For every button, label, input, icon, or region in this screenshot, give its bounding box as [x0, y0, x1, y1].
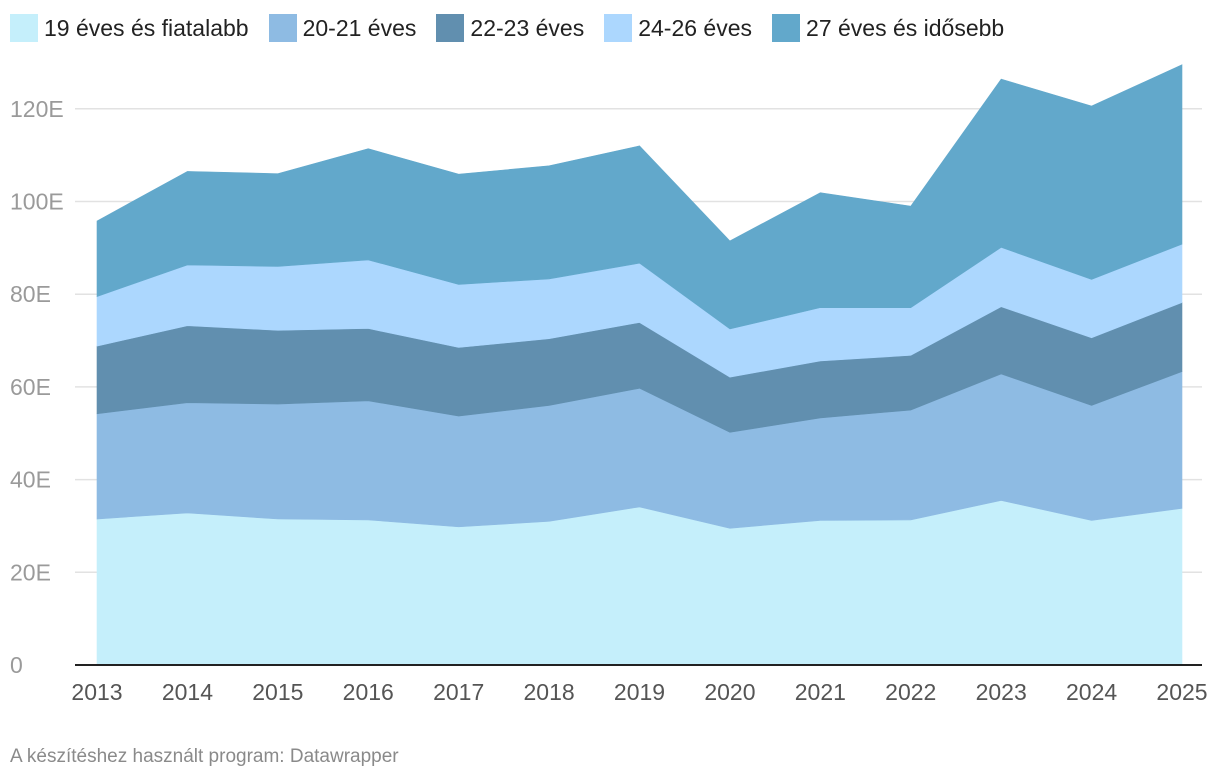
legend-label: 27 éves és idősebb: [806, 14, 1005, 41]
x-tick-label: 2016: [343, 679, 394, 705]
legend-swatch: [436, 14, 465, 42]
x-tick-label: 2017: [433, 679, 484, 705]
x-tick-label: 2019: [614, 679, 665, 705]
legend-item: 22-23 éves: [436, 14, 584, 42]
y-tick-label: 100E: [10, 189, 64, 215]
legend-swatch: [268, 14, 297, 42]
x-tick-label: 2022: [885, 679, 936, 705]
x-tick-label: 2020: [704, 679, 755, 705]
area-series: [96, 500, 1183, 666]
x-tick-label: 2014: [162, 679, 213, 705]
x-tick-label: 2015: [252, 679, 303, 705]
y-tick-label: 0: [10, 652, 23, 678]
legend-label: 22-23 éves: [470, 14, 585, 41]
legend-swatch: [604, 14, 633, 42]
chart-legend: 19 éves és fiatalabb 20-21 éves 22-23 éves…: [10, 12, 1024, 44]
legend-swatch: [772, 14, 801, 42]
legend-label: 20-21 éves: [302, 14, 417, 41]
y-tick-label: 80E: [10, 281, 51, 307]
y-tick-label: 20E: [10, 559, 51, 585]
x-tick-label: 2013: [71, 679, 122, 705]
y-tick-label: 60E: [10, 374, 51, 400]
legend-swatch: [10, 14, 38, 42]
y-tick-label: 120E: [10, 96, 64, 122]
x-tick-label: 2021: [795, 679, 846, 705]
legend-label: 24-26 éves: [638, 14, 753, 41]
x-tick-label: 2023: [976, 679, 1027, 705]
legend-item: 24-26 éves: [604, 14, 752, 42]
source-credit: A készítéshez használt program: Datawrap…: [10, 746, 399, 767]
x-tick-label: 2018: [523, 679, 574, 705]
legend-label: 19 éves és fiatalabb: [44, 14, 249, 41]
x-tick-label: 2025: [1156, 679, 1207, 705]
legend-item: 20-21 éves: [268, 14, 417, 42]
x-tick-label: 2024: [1066, 679, 1117, 705]
y-tick-label: 40E: [10, 467, 51, 493]
legend-item: 27 éves és idősebb: [772, 14, 1004, 42]
area-series: [96, 64, 1183, 330]
legend-item: 19 éves és fiatalabb: [10, 14, 249, 42]
